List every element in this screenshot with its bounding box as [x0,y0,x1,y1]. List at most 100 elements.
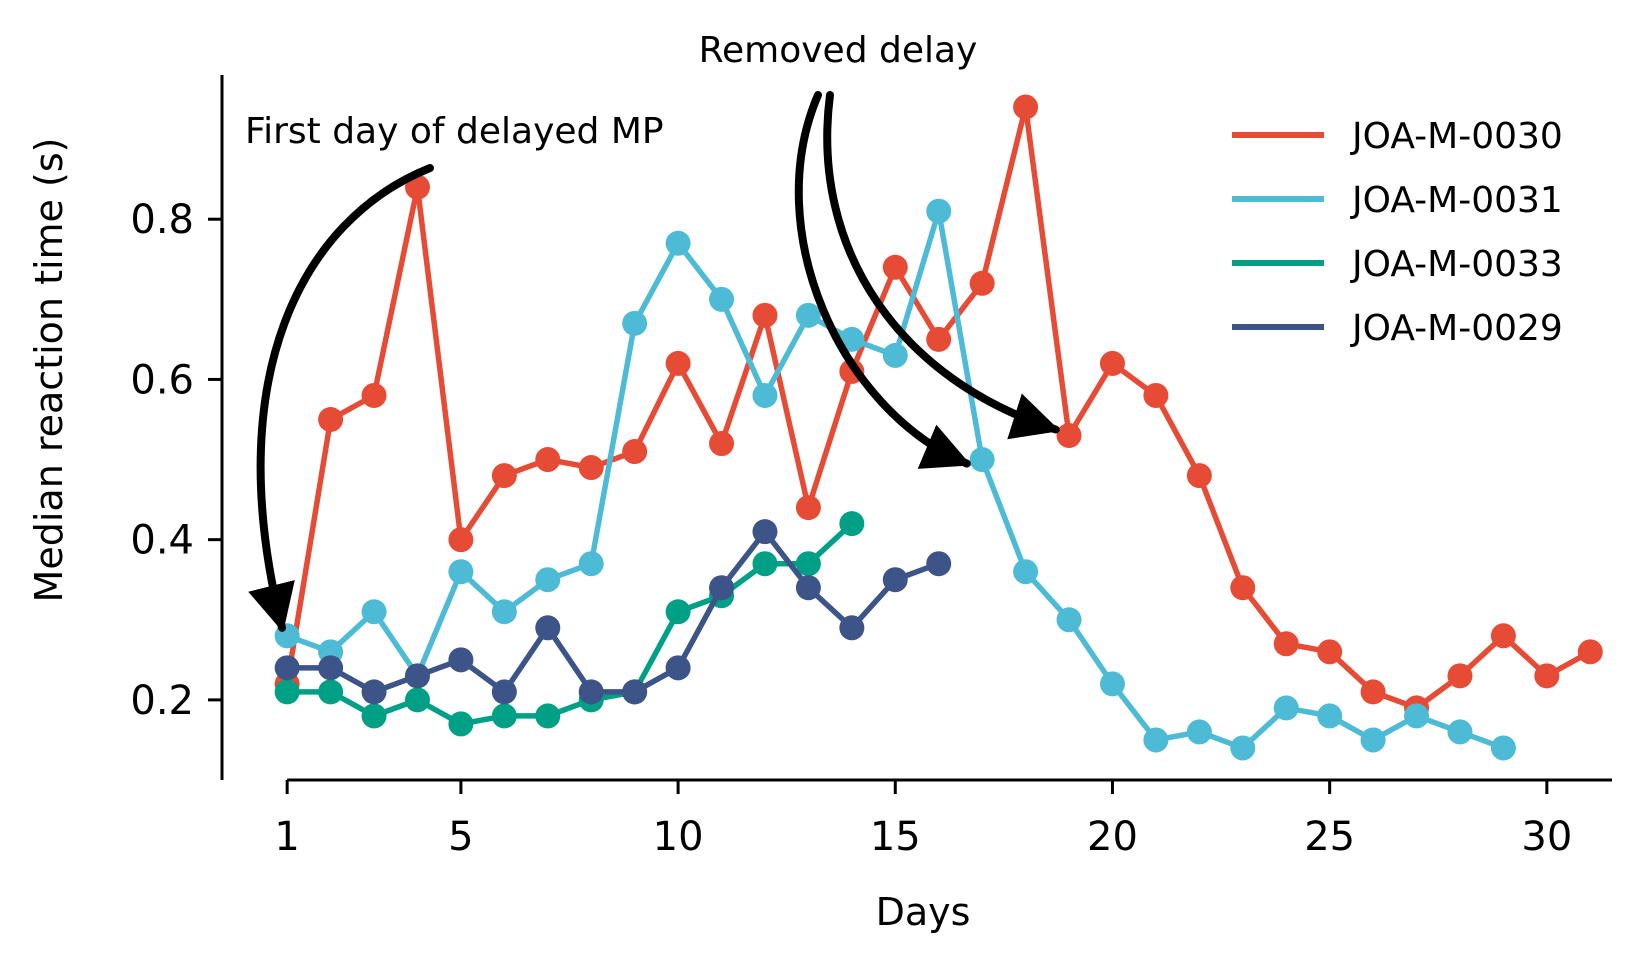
data-point [1447,663,1473,689]
data-point [622,439,648,465]
series-joa-m-0029 [274,519,952,705]
x-tick-label: 25 [1304,814,1355,860]
data-point [665,655,691,681]
data-point [795,302,821,328]
data-point [448,527,474,553]
data-point [709,431,735,457]
data-point [578,679,604,705]
series-joa-m-0033 [274,511,865,737]
x-tick-label: 10 [653,814,704,860]
data-point [1317,639,1343,665]
x-tick-label: 5 [448,814,473,860]
data-point [1360,679,1386,705]
data-point [274,655,300,681]
y-tick-label: 0.2 [130,678,194,724]
series-joa-m-0030 [274,94,1603,721]
data-point [882,254,908,280]
data-point [1230,575,1256,601]
data-point [665,230,691,256]
data-point [752,302,778,328]
data-point [491,463,517,489]
data-point [1317,703,1343,729]
data-point [752,519,778,545]
data-point [969,270,995,296]
legend-label-joa-m-0031: JOA-M-0031 [1350,180,1563,221]
data-point [709,575,735,601]
x-axis: 1 5 10 15 20 25 30 [274,778,1612,860]
data-point [926,326,952,352]
data-point [1186,463,1212,489]
legend-label-joa-m-0029: JOA-M-0029 [1350,308,1563,349]
data-point [839,511,865,537]
x-tick-label: 1 [274,814,299,860]
data-point [448,711,474,737]
data-point [1099,350,1125,376]
data-point [795,575,821,601]
data-point [752,551,778,577]
x-tick-label: 15 [870,814,921,860]
legend: JOA-M-0030 JOA-M-0031 JOA-M-0033 JOA-M-0029 [1232,116,1563,349]
data-point [969,447,995,473]
data-point [1404,703,1430,729]
data-point [1360,727,1386,753]
annotation-arrow-removed-delay-2 [823,91,1061,440]
x-axis-title: Days [876,890,971,934]
data-point [318,406,344,432]
data-point [361,703,387,729]
data-point [665,599,691,625]
data-point [361,679,387,705]
data-point [1099,671,1125,697]
data-point [1013,559,1039,585]
data-point [839,615,865,641]
data-point [882,567,908,593]
data-point [361,382,387,408]
data-point [1230,735,1256,761]
data-point [1013,94,1039,120]
x-tick-label: 20 [1087,814,1138,860]
data-point [1056,607,1082,633]
data-point [622,679,648,705]
data-point [274,679,300,705]
data-point [1490,735,1516,761]
data-point [318,655,344,681]
data-point [1143,727,1169,753]
data-point [795,551,821,577]
annotation-layer: First day of delayed MP Removed delay [245,30,1061,633]
y-tick-label: 0.8 [130,197,194,243]
data-point [404,174,430,200]
data-point [926,198,952,224]
data-point [1273,631,1299,657]
y-axis-title: Median reaction time (s) [27,138,71,603]
y-tick-label: 0.6 [130,357,194,403]
data-point [448,559,474,585]
data-point [1534,663,1560,689]
data-point [535,615,561,641]
data-point [752,382,778,408]
data-point [665,350,691,376]
data-point [1490,623,1516,649]
data-point [404,663,430,689]
data-point [926,551,952,577]
data-point [622,310,648,336]
annotation-arrow-first-day [248,164,434,633]
data-point [1143,382,1169,408]
data-point [491,679,517,705]
data-point [1577,639,1603,665]
data-point [535,703,561,729]
y-tick-label: 0.4 [130,518,194,564]
data-point [448,647,474,673]
data-point [839,326,865,352]
series-joa-m-0031 [274,198,1516,761]
annotation-arrow-removed-delay-1 [794,91,972,469]
x-tick-label: 30 [1521,814,1572,860]
series-layer [274,94,1603,761]
data-point [535,567,561,593]
data-point [1186,719,1212,745]
data-point [578,551,604,577]
data-point [795,495,821,521]
data-point [1447,719,1473,745]
data-point [1273,695,1299,721]
data-point [361,599,387,625]
